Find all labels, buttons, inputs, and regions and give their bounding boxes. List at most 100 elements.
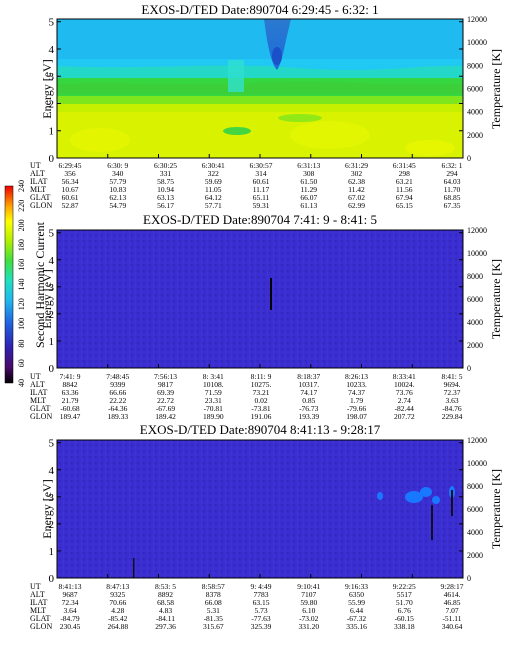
cell-ilat: 51.70 [396, 598, 413, 607]
ytick-label: 4 [49, 44, 55, 56]
y2tick-label: 8000 [467, 482, 483, 491]
cell-alt: 294 [446, 169, 458, 178]
cell-glat: 62.13 [109, 193, 126, 202]
cell-alt: 9687 [63, 590, 78, 599]
cell-glat: -84.79 [60, 614, 80, 623]
cell-glat: -84.11 [156, 614, 175, 623]
cell-glat: 68.85 [444, 193, 461, 202]
panel-2: EXOS-D/TED Date:890704 7:41: 9 - 8:41: 5… [30, 212, 503, 421]
row-label-mlt: MLT [30, 185, 46, 194]
panel-3-spike-c [133, 558, 135, 578]
row-label-glon: GLON [30, 201, 52, 210]
cell-mlt: 11.56 [396, 185, 413, 194]
panel-3-spike-b [451, 490, 453, 516]
y2tick-label: 10000 [467, 249, 487, 258]
cell-mlt: 3.63 [445, 396, 458, 405]
ytick-label: 2 [49, 98, 55, 110]
ytick-label: 3 [49, 71, 55, 83]
cell-alt: 10024. [394, 380, 415, 389]
y2tick-label: 2000 [467, 551, 483, 560]
ytick-label: 5 [49, 438, 55, 450]
cell-mlt: 10.67 [62, 185, 79, 194]
cell-ut: 6:31:29 [345, 161, 368, 170]
cell-glon: 230.45 [60, 622, 81, 631]
colorbar-tick-label: 60 [17, 359, 26, 367]
cell-glon: 54.79 [109, 201, 126, 210]
cell-glon: 62.99 [348, 201, 365, 210]
cell-ilat: 59.69 [205, 177, 222, 186]
panel-3-y2label: Temperature [K] [489, 469, 503, 549]
cell-alt: 9325 [110, 590, 125, 599]
cell-ilat: 56.34 [62, 177, 79, 186]
cell-glon: 189.90 [203, 412, 224, 421]
cell-glon: 52.87 [62, 201, 79, 210]
colorbar-tick-label: 120 [17, 298, 26, 310]
cell-glat: 66.07 [300, 193, 317, 202]
cell-alt: 8378 [206, 590, 221, 599]
cell-alt: 10317. [298, 380, 319, 389]
cell-glon: 264.88 [107, 622, 128, 631]
y2tick-label: 4000 [467, 318, 483, 327]
cell-glon: 315.67 [203, 622, 224, 631]
cell-ut: 6:29:45 [59, 161, 82, 170]
cell-alt: 308 [303, 169, 315, 178]
panel-3: EXOS-D/TED Date:890704 8:41:13 - 9:28:17… [30, 422, 503, 631]
row-label-alt: ALT [30, 590, 45, 599]
row-label-alt: ALT [30, 169, 45, 178]
cell-glat: 60.61 [62, 193, 79, 202]
cell-alt: 10108. [203, 380, 224, 389]
cell-glat: -82.44 [395, 404, 415, 413]
cell-ilat: 72.34 [62, 598, 79, 607]
y2tick-label: 10000 [467, 38, 487, 47]
cell-alt: 7107 [301, 590, 316, 599]
cell-glon: 189.33 [107, 412, 128, 421]
cell-ilat: 66.66 [109, 388, 126, 397]
cell-ut: 7:48:45 [106, 372, 129, 381]
ytick-label: 5 [49, 228, 55, 240]
cell-glat: -67.69 [156, 404, 176, 413]
cell-ut: 9:28:17 [441, 582, 464, 591]
y2tick-label: 8000 [467, 272, 483, 281]
ytick-label: 2 [49, 519, 55, 531]
cell-glat: -67.32 [347, 614, 367, 623]
colorbar-ticks: 40 60 80 100 120 140 160 180 200 220 240 [17, 180, 26, 387]
cell-glon: 65.15 [396, 201, 413, 210]
ytick-label: 0 [49, 363, 55, 375]
panel-2-ephemeris: UT 7:41: 9 7:48:45 7:56:13 8: 3:41 8:11: 9 8:1… [30, 372, 463, 421]
panel-1-axes: 0 1 2 3 4 5 0 2000 4000 6000 8000 10000 12000 [49, 15, 488, 165]
row-label-mlt: MLT [30, 606, 46, 615]
ytick-label: 4 [49, 255, 55, 267]
cell-glon: 331.20 [298, 622, 319, 631]
cell-alt: 6350 [349, 590, 364, 599]
y2tick-label: 12000 [467, 436, 487, 445]
row-label-ilat: ILAT [30, 177, 47, 186]
cell-alt: 8892 [158, 590, 173, 599]
cell-glat: -70.81 [204, 404, 224, 413]
cell-ut: 6:30:41 [202, 161, 225, 170]
cell-ilat: 70.66 [109, 598, 126, 607]
y2tick-label: 8000 [467, 61, 483, 70]
panel-1-heatmap [57, 19, 463, 158]
colorbar-tick-label: 240 [17, 180, 26, 192]
y2tick-label: 12000 [467, 226, 487, 235]
cell-mlt: 3.64 [63, 606, 76, 615]
cell-mlt: 10.94 [157, 185, 174, 194]
panel-2-y2label: Temperature [K] [489, 259, 503, 339]
cell-glon: 191.06 [251, 412, 272, 421]
cell-ilat: 71.59 [205, 388, 222, 397]
cell-alt: 340 [112, 169, 124, 178]
row-label-glon: GLON [30, 412, 52, 421]
cell-glon: 335.16 [346, 622, 367, 631]
cell-ut: 6:30:57 [250, 161, 273, 170]
cell-mlt: 5.31 [207, 606, 220, 615]
colorbar-tick-label: 140 [17, 279, 26, 291]
cell-ut: 9:16:33 [345, 582, 368, 591]
cell-alt: 298 [399, 169, 411, 178]
cell-alt: 10275. [251, 380, 272, 389]
cell-glat: 63.13 [157, 193, 174, 202]
cell-ilat: 63.36 [62, 388, 79, 397]
cell-ilat: 55.99 [348, 598, 365, 607]
cell-mlt: 22.22 [109, 396, 126, 405]
panel-2-title: EXOS-D/TED Date:890704 7:41: 9 - 8:41: 5 [143, 212, 377, 227]
cell-glat: -60.15 [395, 614, 415, 623]
